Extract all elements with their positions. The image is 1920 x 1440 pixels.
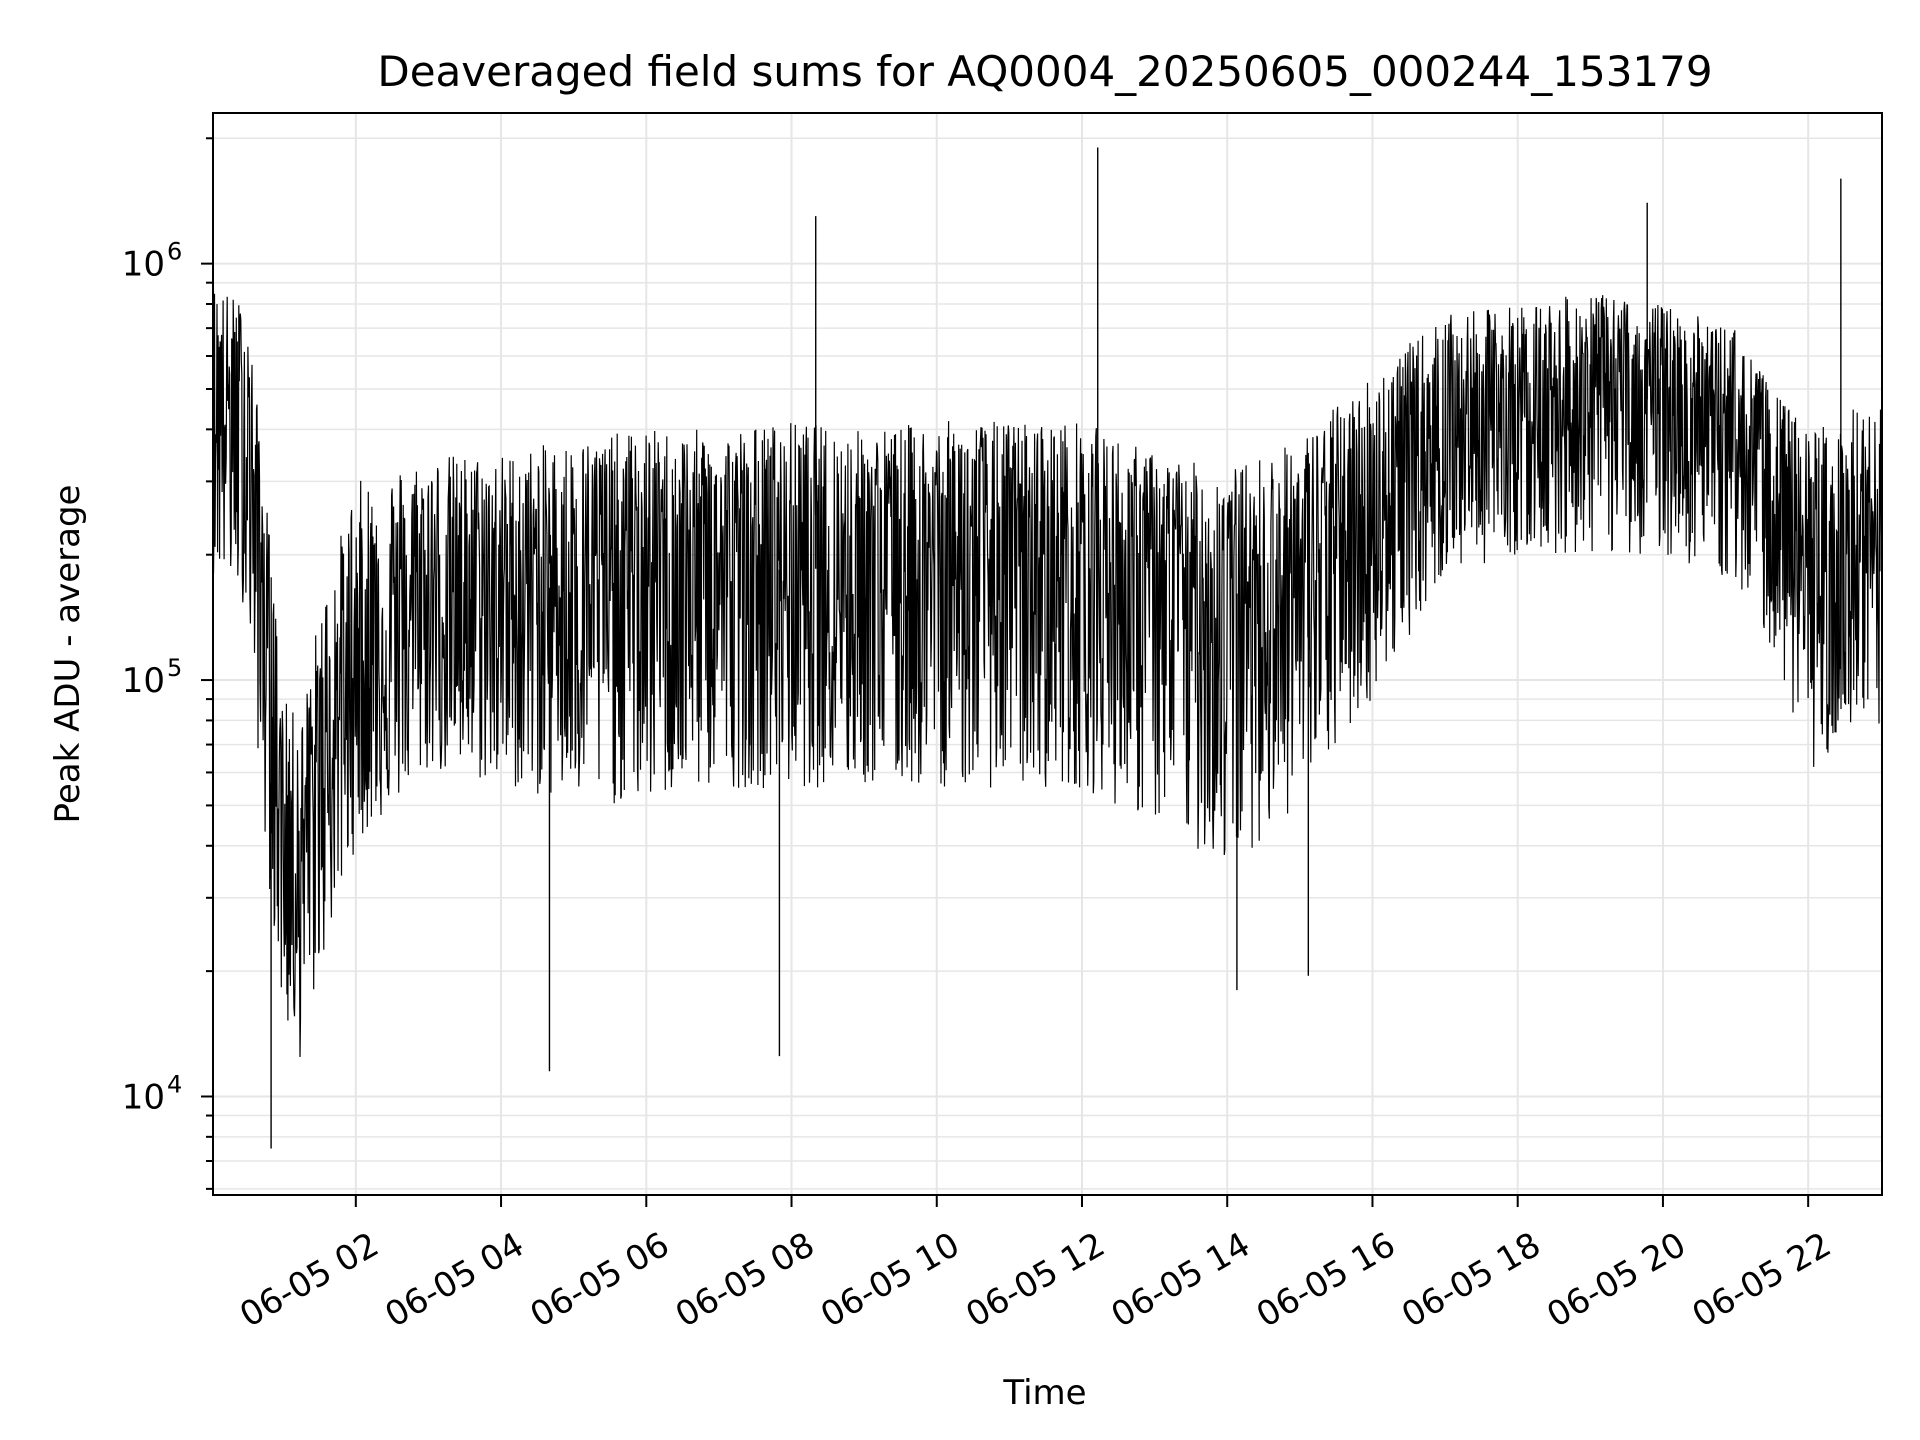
y-tick-exponent: 4	[167, 1070, 182, 1098]
plot-frame	[212, 112, 1883, 1196]
y-tick-label: 10	[122, 661, 165, 701]
data-series	[212, 147, 1883, 1149]
y-tick-exponent: 5	[167, 654, 182, 682]
x-axis-label: Time	[1002, 1373, 1086, 1413]
y-tick-label: 10	[122, 245, 165, 285]
series-line	[212, 293, 1883, 1058]
y-tick-exponent: 6	[167, 238, 182, 266]
y-tick-label: 10	[122, 1077, 165, 1117]
chart-title: Deaveraged field sums for AQ0004_2025060…	[377, 47, 1712, 96]
y-axis-label: Peak ADU - average	[48, 485, 88, 824]
